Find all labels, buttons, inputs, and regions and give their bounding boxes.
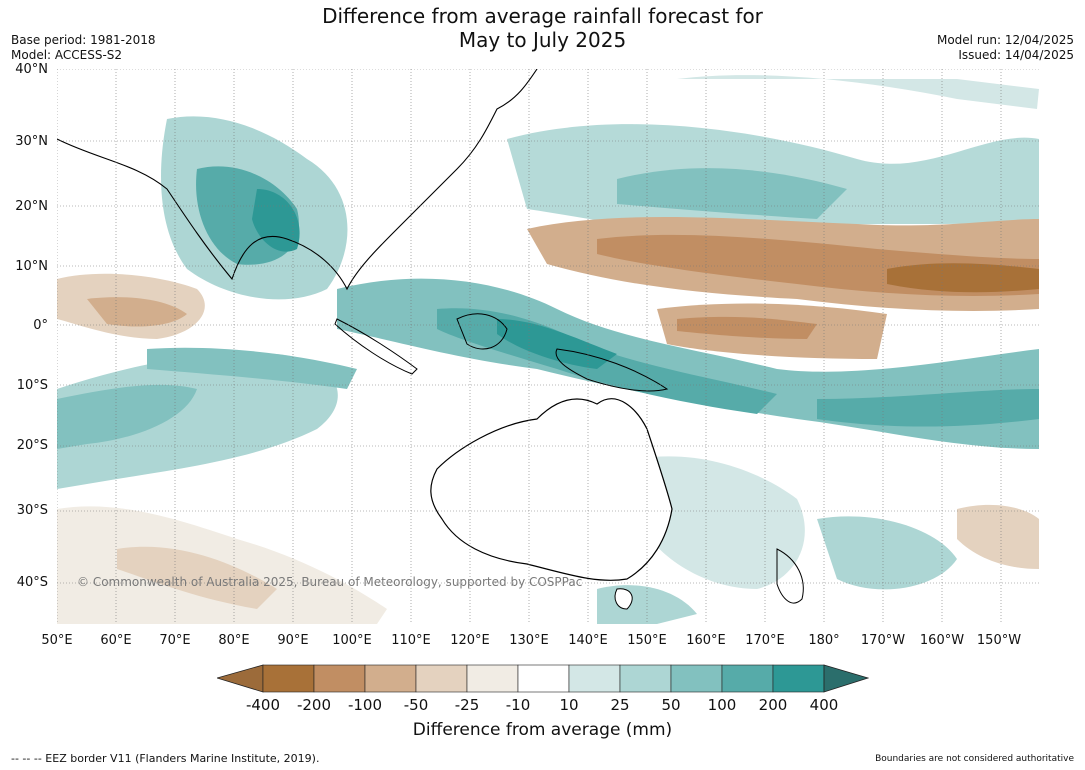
lat-label-40s: 40°S bbox=[16, 575, 48, 590]
meta-left: Base period: 1981-2018 Model: ACCESS-S2 bbox=[11, 33, 156, 63]
boundaries-disclaimer: Boundaries are not considered authoritat… bbox=[875, 754, 1074, 764]
meta-right: Model run: 12/04/2025 Issued: 14/04/2025 bbox=[937, 33, 1074, 63]
south-indian-ocean-wet-region bbox=[57, 347, 357, 489]
nz-landmass bbox=[776, 548, 804, 604]
lon-label-180: 180° bbox=[808, 633, 840, 648]
lon-label-170w: 170°W bbox=[860, 633, 906, 648]
graticule bbox=[57, 69, 1039, 624]
model-run: Model run: 12/04/2025 bbox=[936, 33, 1074, 47]
cb-label-10: 10 bbox=[559, 696, 579, 714]
cb-label-minus-50: -50 bbox=[403, 696, 429, 714]
colorbar-segment-2 bbox=[313, 664, 366, 693]
cb-label-200: 200 bbox=[758, 696, 788, 714]
cb-label-50: 50 bbox=[661, 696, 681, 714]
maritime-continent-wet-region bbox=[337, 278, 1039, 449]
lon-label-100e: 100°E bbox=[332, 633, 372, 648]
colorbar-segment-9 bbox=[670, 664, 723, 693]
title-line-2: May to July 2025 bbox=[458, 28, 627, 52]
lat-label-10s: 10°S bbox=[16, 378, 48, 393]
lon-label-90e: 90°E bbox=[277, 633, 309, 648]
eez-border-note: -- -- -- EEZ border V11 (Flanders Marine… bbox=[11, 752, 320, 765]
lon-label-140e: 140°E bbox=[568, 633, 608, 648]
asia-coastline bbox=[57, 69, 538, 291]
lat-label-0: 0° bbox=[33, 318, 48, 333]
title-line-1: Difference from average rainfall forecas… bbox=[322, 4, 763, 28]
lat-label-20n: 20°N bbox=[15, 199, 48, 214]
colorbar-segment-8 bbox=[619, 664, 672, 693]
colorbar-segment-7 bbox=[568, 664, 621, 693]
lat-label-10n: 10°N bbox=[15, 259, 48, 274]
southern-wet-patches bbox=[597, 456, 957, 624]
cb-label-minus-10: -10 bbox=[505, 696, 531, 714]
lon-label-70e: 70°E bbox=[159, 633, 191, 648]
colorbar-segment-5 bbox=[466, 664, 519, 693]
colorbar-title: Difference from average (mm) bbox=[412, 720, 673, 740]
borneo-landmass bbox=[456, 313, 508, 350]
south-asia-wet-region bbox=[161, 116, 348, 300]
colorbar-min-arrow bbox=[217, 664, 264, 693]
colorbar-max-arrow bbox=[823, 664, 869, 693]
sumatra-landmass bbox=[334, 318, 418, 375]
cb-label-minus-200: -200 bbox=[296, 696, 332, 714]
colorbar-segment-10 bbox=[721, 664, 774, 693]
base-period: Base period: 1981-2018 bbox=[11, 33, 156, 47]
model-name: Model: ACCESS-S2 bbox=[11, 48, 123, 62]
colorbar-segment-4 bbox=[415, 664, 468, 693]
new-guinea-landmass bbox=[555, 348, 669, 392]
lat-label-30n: 30°N bbox=[15, 134, 48, 149]
copyright-notice: © Commonwealth of Australia 2025, Bureau… bbox=[77, 575, 583, 589]
lat-label-40n: 40°N bbox=[15, 62, 48, 77]
lon-label-50e: 50°E bbox=[41, 633, 73, 648]
lon-label-160e: 160°E bbox=[686, 633, 726, 648]
map-title: Difference from average rainfall forecas… bbox=[0, 4, 1085, 52]
lon-label-150w: 150°W bbox=[976, 633, 1022, 648]
lon-label-160w: 160°W bbox=[919, 633, 965, 648]
colorbar-segment-6 bbox=[517, 664, 570, 693]
cb-label-minus-25: -25 bbox=[454, 696, 480, 714]
lon-label-170e: 170°E bbox=[745, 633, 785, 648]
cb-label-400: 400 bbox=[809, 696, 839, 714]
lon-label-150e: 150°E bbox=[627, 633, 667, 648]
indian-ocean-dry-region bbox=[57, 273, 205, 339]
lon-label-80e: 80°E bbox=[218, 633, 250, 648]
colorbar-segment-3 bbox=[364, 664, 417, 693]
lat-label-30s: 30°S bbox=[16, 503, 48, 518]
cb-label-100: 100 bbox=[707, 696, 737, 714]
colorbar-segment-1 bbox=[262, 664, 315, 693]
pacific-dry-band bbox=[527, 217, 1039, 359]
lon-label-130e: 130°E bbox=[509, 633, 549, 648]
cb-label-25: 25 bbox=[610, 696, 630, 714]
cb-label-minus-100: -100 bbox=[347, 696, 383, 714]
lat-label-20s: 20°S bbox=[16, 438, 48, 453]
lon-label-60e: 60°E bbox=[100, 633, 132, 648]
lon-label-120e: 120°E bbox=[450, 633, 490, 648]
rainfall-map bbox=[57, 69, 1039, 624]
colorbar bbox=[217, 664, 869, 693]
issued-date: Issued: 14/04/2025 bbox=[958, 48, 1074, 62]
cb-label-minus-400: -400 bbox=[245, 696, 281, 714]
colorbar-segment-11 bbox=[772, 664, 825, 693]
lon-label-110e: 110°E bbox=[391, 633, 431, 648]
tasmania-landmass bbox=[614, 588, 633, 610]
